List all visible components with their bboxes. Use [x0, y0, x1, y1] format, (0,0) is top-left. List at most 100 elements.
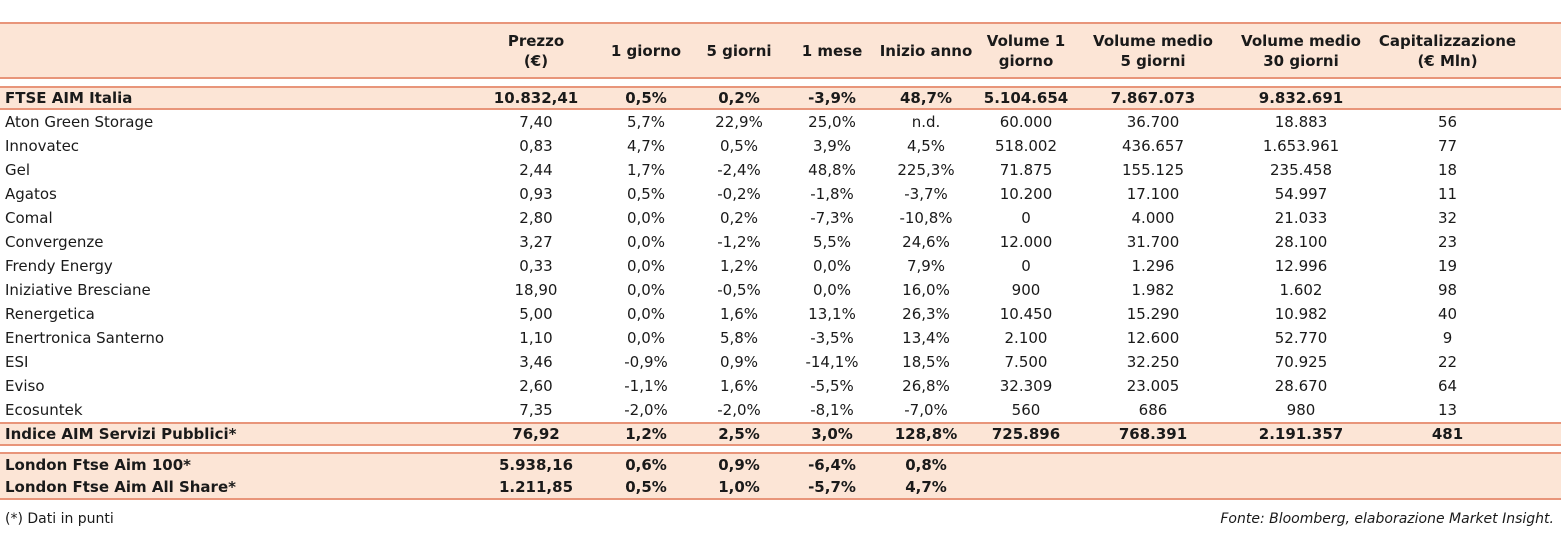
- table-cell: 31.700: [1126, 233, 1180, 251]
- table-cell: 32.250: [1126, 353, 1180, 371]
- table-cell: 235.458: [1269, 161, 1333, 179]
- table-cell: 16,0%: [902, 281, 950, 299]
- table-cell: 26,8%: [902, 377, 950, 395]
- table-row: ESI 3,46 -0,9% 0,9% -14,1% 18,5% 7.500 32.250 70…: [0, 350, 1561, 374]
- row-label: Eviso: [5, 377, 45, 395]
- table-cell: 155.125: [1121, 161, 1185, 179]
- table-cell: 7,35: [519, 401, 553, 419]
- table-row: Aton Green Storage 7,40 5,7% 22,9% 25,0% n.d.…: [0, 110, 1561, 134]
- table-row: Comal 2,80 0,0% 0,2% -7,3% -10,8% 0 4.000 21.033…: [0, 206, 1561, 230]
- table-cell: 3,46: [519, 353, 553, 371]
- table-cell: 0,0%: [626, 233, 666, 251]
- table-cell: -7,3%: [810, 209, 854, 227]
- table-cell: 22: [1437, 353, 1458, 371]
- table-cell: -1,8%: [810, 185, 854, 203]
- table-cell: 28.670: [1274, 377, 1328, 395]
- row-label: Iniziative Bresciane: [5, 281, 151, 299]
- table-cell: -5,5%: [810, 377, 854, 395]
- row-label: Comal: [5, 209, 53, 227]
- table-row: Renergetica 5,00 0,0% 1,6% 13,1% 26,3% 10.450 1…: [0, 302, 1561, 326]
- header-volume-medio-5: Volume medio 5 giorni: [1093, 31, 1213, 70]
- row-label: London Ftse Aim All Share*: [5, 478, 236, 496]
- table-cell: -2,0%: [717, 401, 761, 419]
- table-cell: -0,2%: [717, 185, 761, 203]
- table-cell: 54.997: [1274, 185, 1328, 203]
- table-cell: 77: [1437, 137, 1458, 155]
- table-cell: 56: [1437, 113, 1458, 131]
- table-cell: 22,9%: [715, 113, 763, 131]
- table-cell: 52.770: [1274, 329, 1328, 347]
- table-cell: -1,2%: [717, 233, 761, 251]
- table-cell: 0,33: [519, 257, 553, 275]
- table-cell: 13,1%: [808, 305, 856, 323]
- table-cell: 21.033: [1274, 209, 1328, 227]
- table-cell: 5.104.654: [983, 89, 1069, 107]
- sector-index-row: Indice AIM Servizi Pubblici* 76,92 1,2% 2,5…: [0, 422, 1561, 446]
- table-cell: 1,2%: [719, 257, 759, 275]
- table-cell: -0,9%: [624, 353, 668, 371]
- table-cell: 3,27: [519, 233, 553, 251]
- table-cell: 7.500: [1004, 353, 1048, 371]
- table-header: Prezzo (€) 1 giorno 5 giorni 1 mese Inizi…: [0, 22, 1561, 79]
- table-cell: 1,6%: [719, 305, 759, 323]
- table-cell: 2,60: [519, 377, 553, 395]
- table-body: FTSE AIM Italia 10.832,41 0,5% 0,2% -3,9% 48,…: [0, 86, 1561, 500]
- table-cell: 0: [1021, 209, 1031, 227]
- table-cell: 71.875: [999, 161, 1053, 179]
- table-cell: 686: [1138, 401, 1168, 419]
- table-cell: 60.000: [999, 113, 1053, 131]
- table-cell: -3,7%: [904, 185, 948, 203]
- table-cell: 0,5%: [625, 89, 667, 107]
- table-cell: 0,0%: [626, 257, 666, 275]
- header-1-mese: 1 mese: [801, 41, 863, 60]
- table-cell: 0,5%: [626, 185, 666, 203]
- header-prezzo: Prezzo (€): [507, 31, 565, 70]
- table-row: Eviso 2,60 -1,1% 1,6% -5,5% 26,8% 32.309 23.005…: [0, 374, 1561, 398]
- table-cell: 9: [1442, 329, 1453, 347]
- row-label: Gel: [5, 161, 31, 179]
- table-cell: 48,7%: [899, 89, 953, 107]
- row-label: Indice AIM Servizi Pubblici*: [5, 425, 237, 443]
- table-cell: 560: [1011, 401, 1041, 419]
- table-cell: 5,8%: [719, 329, 759, 347]
- london-index-row: London Ftse Aim 100* 5.938,16 0,6% 0,9% -6,4…: [0, 452, 1561, 476]
- table-cell: 436.657: [1121, 137, 1185, 155]
- table-cell: 0,6%: [625, 456, 667, 474]
- table-cell: 18,5%: [902, 353, 950, 371]
- table-cell: 12.996: [1274, 257, 1328, 275]
- table-cell: 10.982: [1274, 305, 1328, 323]
- table-cell: 25,0%: [808, 113, 856, 131]
- table-row: Gel 2,44 1,7% -2,4% 48,8% 225,3% 71.875 155.125…: [0, 158, 1561, 182]
- table-cell: 0: [1021, 257, 1031, 275]
- table-cell: 28.100: [1274, 233, 1328, 251]
- table-cell: 13: [1437, 401, 1458, 419]
- table-cell: 18,90: [514, 281, 558, 299]
- table-cell: 23.005: [1126, 377, 1180, 395]
- row-label: Ecosuntek: [5, 401, 83, 419]
- table-row: Ecosuntek 7,35 -2,0% -2,0% -8,1% -7,0% 560 686 9…: [0, 398, 1561, 422]
- table-cell: 17.100: [1126, 185, 1180, 203]
- table-cell: 32.309: [999, 377, 1053, 395]
- table-cell: -5,7%: [808, 478, 856, 496]
- table-cell: 0,93: [519, 185, 553, 203]
- table-cell: 64: [1437, 377, 1458, 395]
- table-cell: 1.211,85: [498, 478, 574, 496]
- table-cell: 7,40: [519, 113, 553, 131]
- table-cell: 2.191.357: [1258, 425, 1344, 443]
- table-cell: -3,9%: [808, 89, 856, 107]
- table-cell: 40: [1437, 305, 1458, 323]
- table-cell: 1,6%: [719, 377, 759, 395]
- table-cell: -14,1%: [805, 353, 859, 371]
- table-cell: 0,5%: [719, 137, 759, 155]
- table-cell: 0,0%: [812, 281, 852, 299]
- table-cell: 5,00: [519, 305, 553, 323]
- table-cell: 4,7%: [905, 478, 947, 496]
- table-cell: 26,3%: [902, 305, 950, 323]
- table-cell: -6,4%: [808, 456, 856, 474]
- header-volume-medio-30: Volume medio 30 giorni: [1241, 31, 1361, 70]
- index-row: FTSE AIM Italia 10.832,41 0,5% 0,2% -3,9% 48,…: [0, 86, 1561, 110]
- table-cell: 2,80: [519, 209, 553, 227]
- row-label: London Ftse Aim 100*: [5, 456, 191, 474]
- table-cell: 10.450: [999, 305, 1053, 323]
- table-cell: 518.002: [994, 137, 1058, 155]
